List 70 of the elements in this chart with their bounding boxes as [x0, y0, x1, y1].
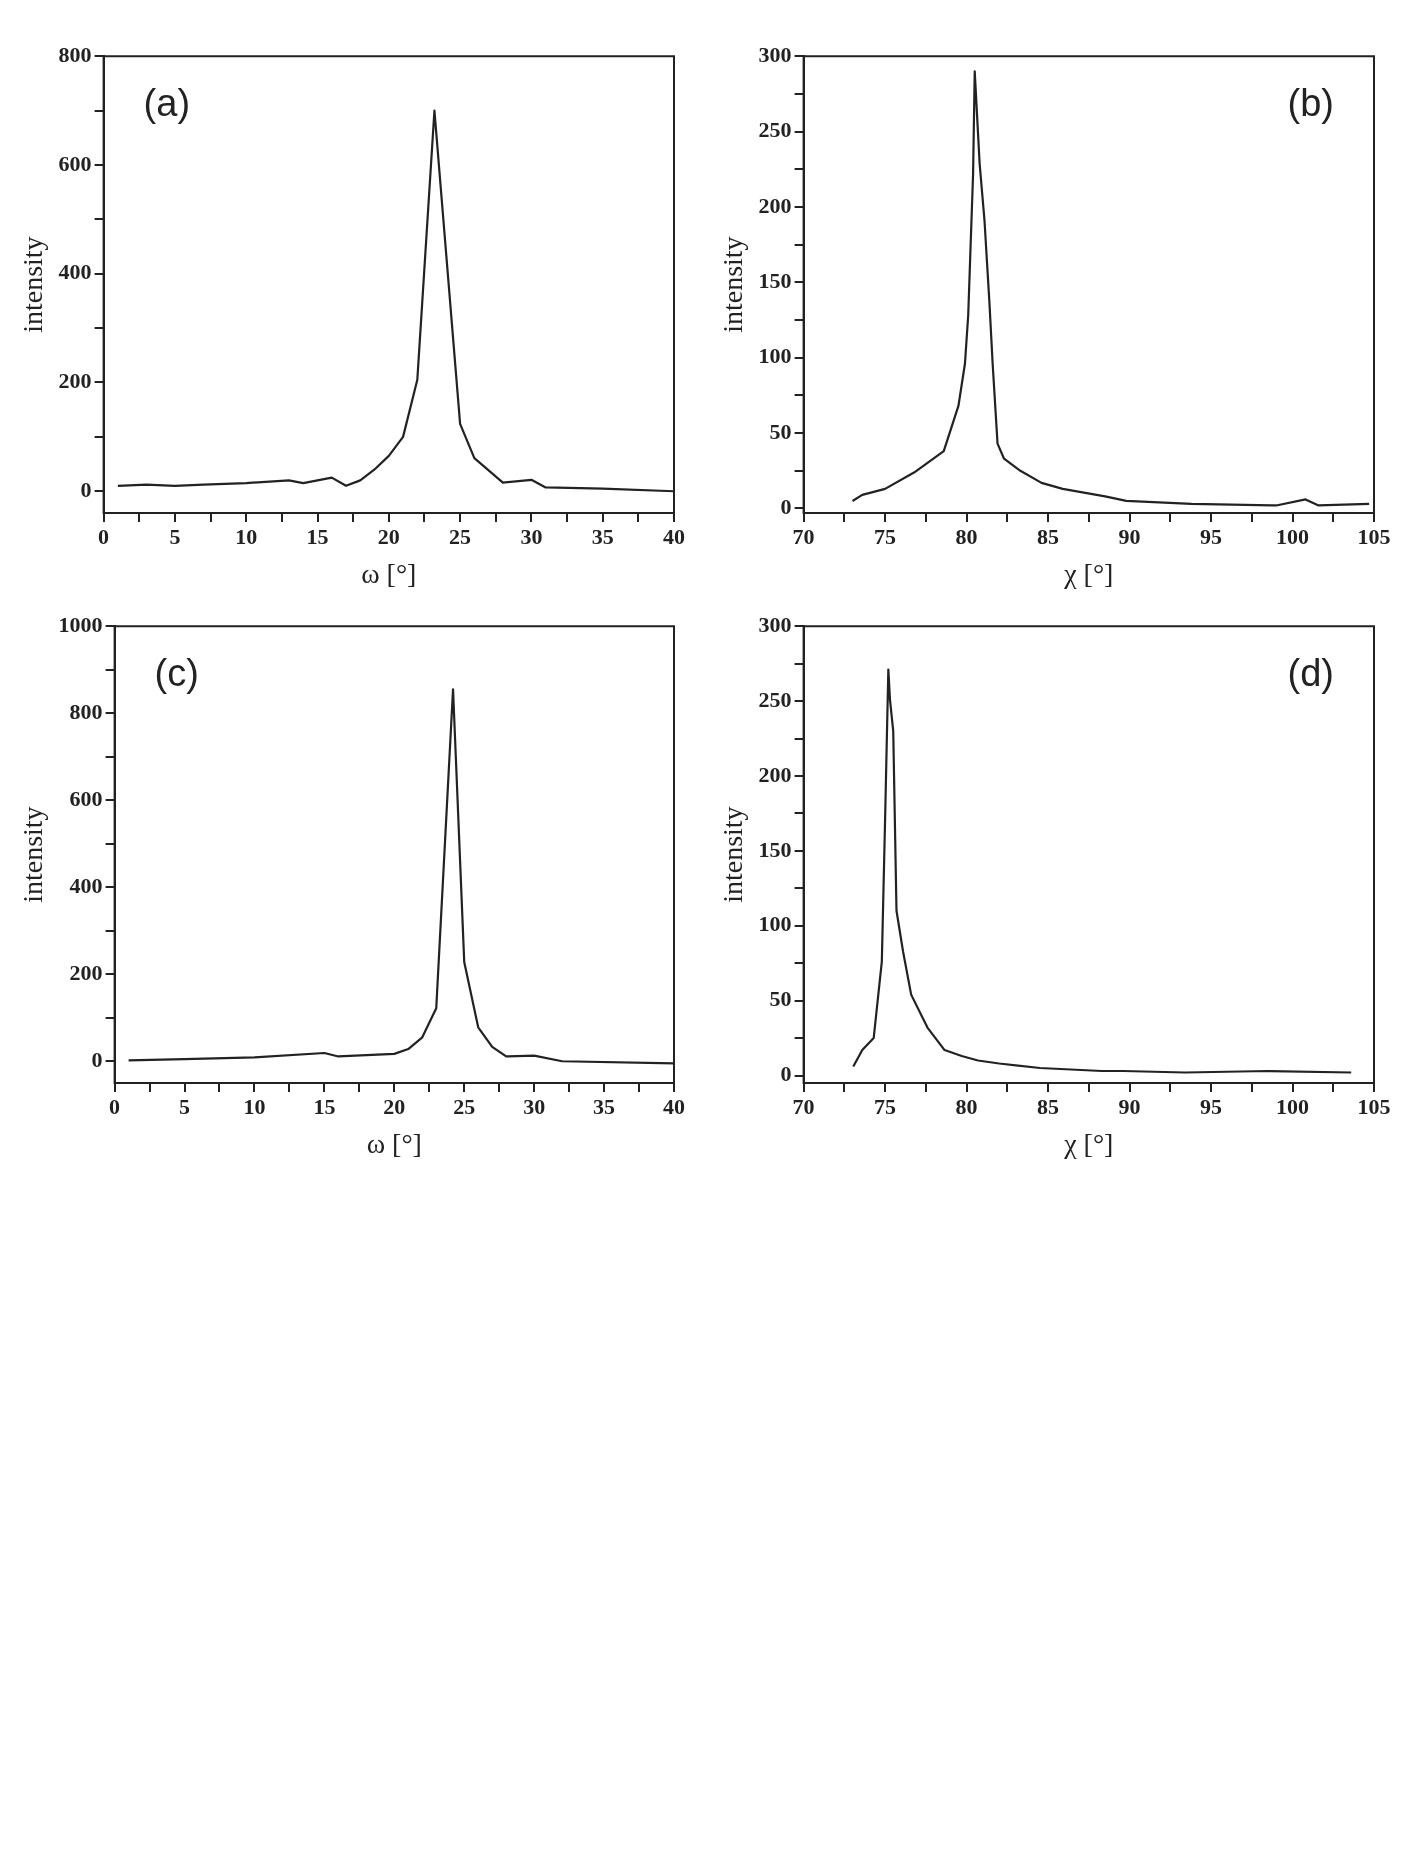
y-tick-label: 0 [780, 1061, 792, 1087]
x-tick-label: 10 [235, 523, 258, 549]
annotation: (a) [143, 81, 191, 124]
x-tick-label: 75 [874, 1093, 897, 1119]
y-axis-title: intensity [717, 236, 749, 333]
y-axis-title: intensity [17, 236, 49, 333]
x-tick-label: 90 [1118, 523, 1141, 549]
y-tick-label: 600 [58, 150, 92, 176]
x-tick-label: 15 [306, 523, 329, 549]
x-axis-title: ω [°] [361, 557, 417, 589]
y-tick-label: 0 [91, 1046, 103, 1072]
y-tick-label: 800 [69, 698, 103, 724]
y-tick-label: 200 [758, 192, 792, 218]
x-tick-label: 75 [874, 523, 897, 549]
y-tick-label: 100 [758, 911, 792, 937]
y-tick-label: 250 [758, 117, 792, 143]
x-tick-label: 20 [377, 523, 400, 549]
x-tick-label: 80 [955, 1093, 978, 1119]
y-tick-label: 250 [758, 686, 792, 712]
y-tick-label: 1000 [58, 611, 103, 637]
x-tick-label: 80 [955, 523, 978, 549]
x-tick-label: 20 [383, 1093, 406, 1119]
x-tick-label: 30 [523, 1093, 546, 1119]
x-tick-label: 95 [1200, 1093, 1223, 1119]
annotation: (b) [1287, 81, 1334, 124]
x-tick-label: 25 [449, 523, 472, 549]
x-tick-label: 35 [591, 523, 614, 549]
y-tick-label: 800 [58, 41, 92, 67]
y-tick-label: 100 [758, 343, 792, 369]
x-tick-label: 95 [1200, 523, 1223, 549]
x-tick-label: 90 [1118, 1093, 1141, 1119]
x-tick-label: 35 [593, 1093, 616, 1119]
x-axis-title: χ [°] [1063, 1127, 1114, 1159]
y-axis-title: intensity [717, 806, 749, 903]
y-tick-label: 200 [758, 761, 792, 787]
y-tick-label: 0 [80, 476, 92, 502]
y-tick-label: 0 [780, 494, 792, 520]
y-axis-title: intensity [17, 806, 49, 903]
x-tick-label: 70 [792, 523, 815, 549]
x-tick-label: 30 [520, 523, 543, 549]
y-tick-label: 400 [58, 259, 92, 285]
y-tick-label: 400 [69, 872, 103, 898]
x-tick-label: 85 [1037, 1093, 1060, 1119]
x-tick-label: 0 [109, 1093, 121, 1119]
y-tick-label: 300 [758, 41, 792, 67]
x-tick-label: 25 [453, 1093, 476, 1119]
x-axis-title: ω [°] [366, 1127, 422, 1159]
x-tick-label: 105 [1357, 1093, 1391, 1119]
x-tick-label: 100 [1276, 523, 1310, 549]
y-tick-label: 50 [769, 418, 792, 444]
x-tick-label: 10 [243, 1093, 266, 1119]
y-tick-label: 600 [69, 785, 103, 811]
y-tick-label: 200 [69, 959, 103, 985]
x-tick-label: 100 [1276, 1093, 1310, 1119]
x-tick-label: 105 [1357, 523, 1391, 549]
y-tick-label: 200 [58, 368, 92, 394]
annotation: (c) [154, 651, 199, 694]
y-tick-label: 150 [758, 268, 792, 294]
x-tick-label: 15 [313, 1093, 336, 1119]
x-tick-label: 70 [792, 1093, 815, 1119]
x-tick-label: 85 [1037, 523, 1060, 549]
x-tick-label: 5 [169, 523, 181, 549]
y-tick-label: 50 [769, 986, 792, 1012]
annotation: (d) [1287, 651, 1334, 694]
x-tick-label: 5 [179, 1093, 191, 1119]
x-tick-label: 40 [663, 523, 685, 549]
y-tick-label: 300 [758, 611, 792, 637]
y-tick-label: 150 [758, 836, 792, 862]
x-tick-label: 40 [663, 1093, 685, 1119]
x-axis-title: χ [°] [1063, 557, 1114, 589]
